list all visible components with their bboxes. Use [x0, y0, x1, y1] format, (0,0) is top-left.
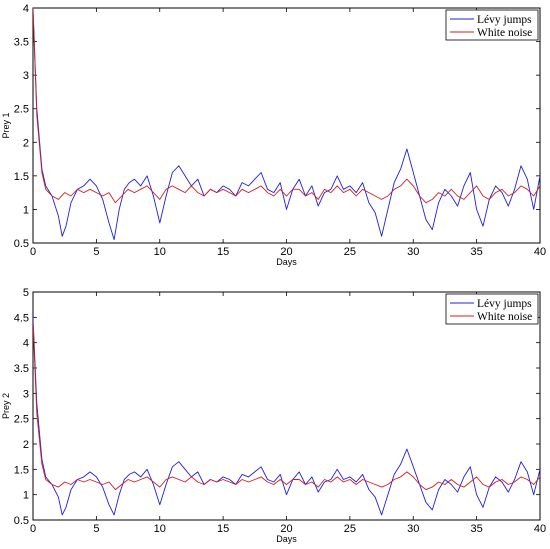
x-tick-label: 35 [471, 523, 483, 535]
x-tick-label: 15 [217, 246, 229, 258]
y-axis-label: Prey 2 [1, 393, 11, 419]
y-tick-label: 0.5 [14, 515, 29, 527]
x-tick-label: 20 [280, 523, 292, 535]
x-tick-label: 25 [344, 246, 356, 258]
series-line-levy-jumps [33, 8, 540, 241]
y-tick-label: 1.5 [14, 464, 29, 476]
x-tick-label: 40 [534, 523, 546, 535]
legend-entry-label: White noise [477, 27, 532, 39]
x-axis-label: Days [276, 257, 297, 267]
legend-entry-label: Lévy jumps [477, 14, 532, 26]
x-tick-label: 40 [534, 246, 546, 258]
y-tick-label: 0.5 [14, 238, 29, 250]
series-line-white-noise [33, 8, 540, 204]
x-tick-label: 10 [154, 523, 166, 535]
x-tick-label: 30 [407, 523, 419, 535]
x-tick-label: 25 [344, 523, 356, 535]
y-tick-label: 2.5 [14, 104, 29, 116]
y-tick-label: 5 [23, 287, 29, 299]
x-tick-label: 0 [30, 523, 36, 535]
x-tick-label: 0 [30, 246, 36, 258]
y-tick-label: 3.5 [14, 37, 29, 49]
x-tick-label: 20 [280, 246, 292, 258]
y-tick-label: 4.5 [14, 312, 29, 324]
y-tick-label: 1 [23, 204, 29, 216]
y-tick-label: 4 [23, 338, 29, 350]
y-tick-label: 3.5 [14, 363, 29, 375]
series-line-white-noise [33, 322, 540, 491]
y-tick-label: 2 [23, 439, 29, 451]
y-tick-label: 4 [23, 3, 29, 15]
y-tick-label: 3 [23, 70, 29, 82]
chart-prey-2: 0 5 10 15 20 25 30 35 40 0.5 1 1.5 2 2.5 3 3.5 4 4.5 5 Days… [1, 287, 546, 544]
legend-entry-label: White noise [477, 311, 532, 323]
x-tick-label: 30 [407, 246, 419, 258]
x-tick-label: 15 [217, 523, 229, 535]
legend [445, 293, 539, 325]
x-axis-label: Days [276, 534, 297, 544]
plot-area-frame [32, 291, 541, 521]
legend-entry-label: Lévy jumps [477, 298, 532, 310]
x-tick-label: 35 [471, 246, 483, 258]
y-tick-label: 1 [23, 490, 29, 502]
x-tick-label: 5 [93, 523, 99, 535]
y-axis-label: Prey 1 [1, 112, 11, 138]
y-tick-label: 3 [23, 388, 29, 400]
x-tick-label: 10 [154, 246, 166, 258]
y-tick-label: 2.5 [14, 414, 29, 426]
legend [445, 9, 539, 41]
chart-prey-1: 0 5 10 15 20 25 30 35 40 0.5 1 1.5 2 2.5 3 3.5 4 Days Prey… [1, 3, 546, 267]
y-tick-label: 1.5 [14, 171, 29, 183]
x-tick-label: 5 [93, 246, 99, 258]
y-tick-label: 2 [23, 137, 29, 149]
series-line-levy-jumps [33, 317, 540, 516]
